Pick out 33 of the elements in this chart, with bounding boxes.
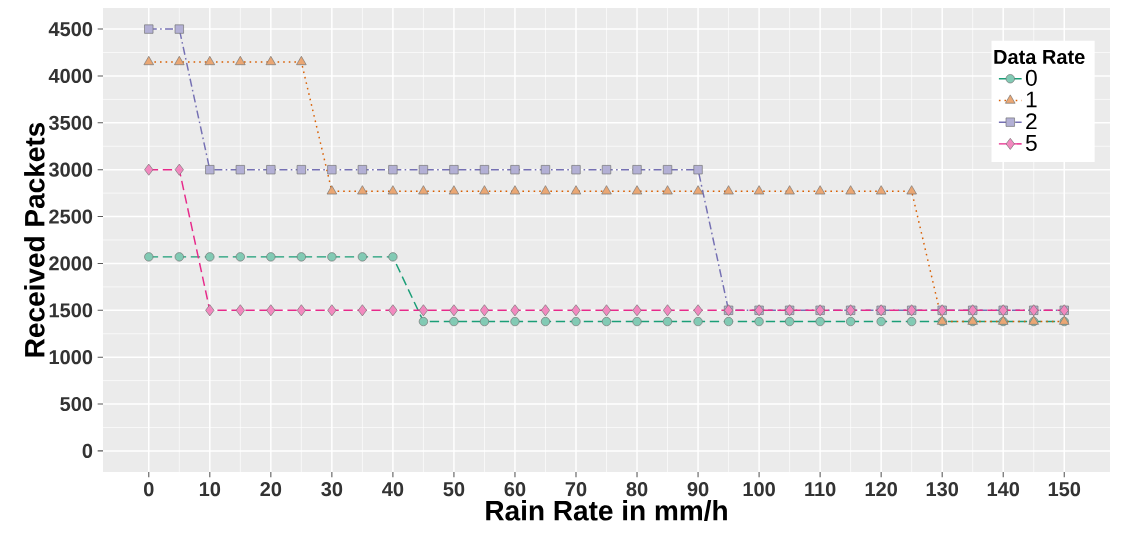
legend-label: 0: [1025, 69, 1037, 86]
x-tick-label: 30: [321, 482, 343, 497]
y-tick-label: 2000: [49, 256, 93, 271]
x-tick-label: 90: [687, 482, 709, 497]
y-tick-label: 1500: [49, 303, 93, 318]
legend-label: 5: [1025, 135, 1037, 151]
x-tick-label: 80: [626, 482, 648, 497]
x-tick-label: 140: [987, 482, 1020, 497]
y-tick-label: 4500: [48, 22, 93, 37]
x-tick-label: 110: [805, 482, 836, 497]
y-axis-title: Received Packets: [24, 122, 45, 357]
x-tick-label: 0: [144, 482, 154, 497]
x-tick-label: 20: [260, 482, 282, 497]
legend-label: 2: [1026, 113, 1037, 130]
x-tick-label: 60: [504, 482, 526, 497]
x-axis-title: Rain Rate in mm/h: [486, 500, 727, 521]
x-tick-label: 100: [743, 482, 775, 497]
x-tick-label: 70: [565, 482, 587, 497]
y-tick-label: 4000: [48, 68, 93, 84]
x-tick-label: 130: [926, 482, 959, 497]
y-tick-label: 1000: [49, 350, 93, 365]
x-tick-label: 150: [1048, 482, 1081, 497]
x-tick-label: 50: [443, 482, 465, 497]
y-tick-label: 500: [60, 396, 93, 412]
legend-title: Data Rate: [994, 50, 1085, 65]
x-tick-label: 120: [865, 482, 897, 497]
y-tick-label: 2500: [49, 209, 93, 224]
y-tick-label: 3500: [48, 115, 93, 130]
x-tick-label: 10: [199, 482, 221, 497]
y-tick-label: 3000: [48, 162, 93, 177]
y-tick-label: 0: [82, 443, 93, 458]
legend-label: 1: [1026, 91, 1037, 108]
x-tick-label: 40: [382, 482, 404, 497]
